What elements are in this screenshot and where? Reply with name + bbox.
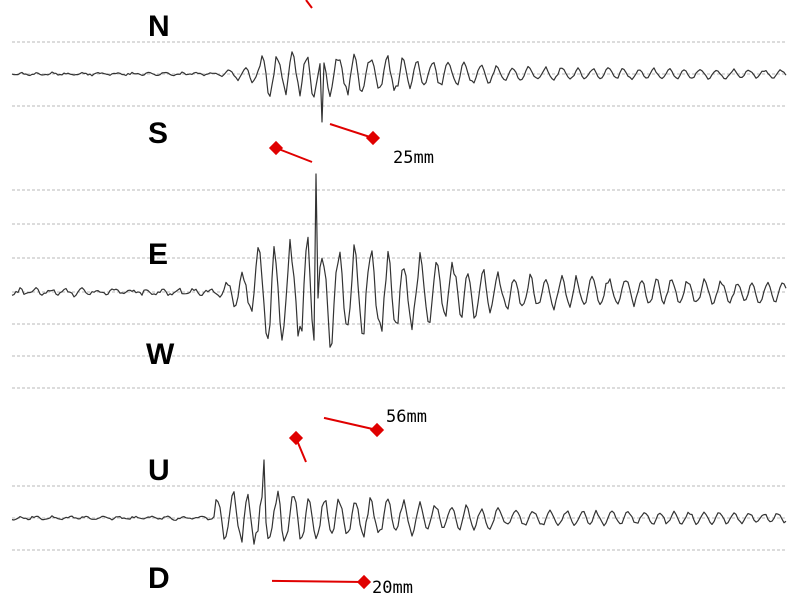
onset-pointer-ew [275,147,313,163]
peak-marker-ew [369,422,385,438]
amplitude-label-ew: 56mm [386,407,427,427]
onset-marker-ew [268,140,284,156]
peak-pointer-ew [323,416,378,431]
label-south: S [148,117,168,150]
trace-ud [11,459,787,545]
label-north: N [148,10,170,43]
trace-ns [11,51,787,123]
label-east: E [148,238,168,271]
label-down: D [148,562,170,595]
peak-markers [268,0,385,590]
label-west: W [146,338,175,371]
peak-pointer-ud [271,579,365,583]
peak-marker-ud [356,574,372,590]
onset-pointer-ns [305,0,313,9]
trace-ew [11,173,787,348]
peak-marker-ns [365,130,381,146]
onset-marker-ud [288,430,304,446]
amplitude-label-ud: 20mm [372,578,413,598]
label-up: U [148,454,170,487]
amplitude-label-ns: 25mm [393,148,434,168]
peak-pointer-ns [329,123,374,139]
seismic-traces [11,51,787,545]
